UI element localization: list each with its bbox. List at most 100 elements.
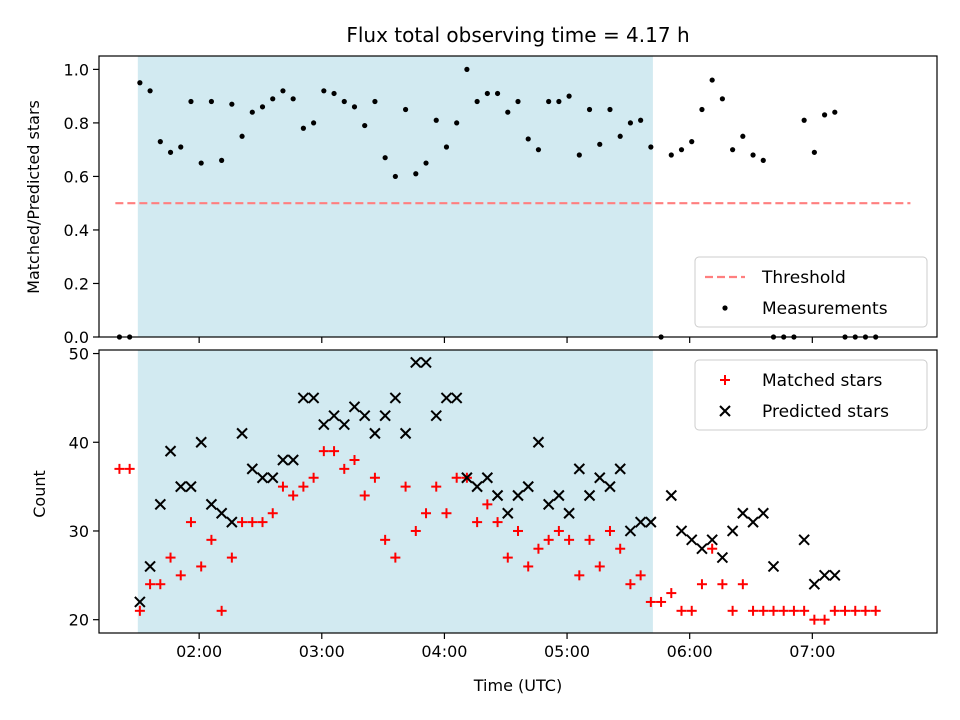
- measurement-point: [311, 120, 317, 126]
- predicted-star-point: [430, 409, 442, 422]
- measurement-point: [484, 90, 490, 97]
- x-tick-label: 04:00: [421, 642, 467, 661]
- predicted-star-point: [410, 356, 422, 369]
- matched-star-point: [216, 605, 227, 616]
- matched-star-point: [676, 605, 687, 616]
- matched-star-point: [727, 605, 738, 616]
- predicted-star-point: [808, 578, 821, 590]
- measurement-point: [719, 96, 725, 102]
- y-tick-label: 0.6: [64, 167, 89, 186]
- measurement-point: [617, 133, 623, 139]
- legend-label: Predicted stars: [762, 402, 889, 422]
- predicted-star-point: [195, 436, 207, 448]
- matched-star-point: [799, 605, 810, 616]
- predicted-star-point: [716, 551, 729, 564]
- measurement-point: [597, 141, 603, 147]
- predicted-star-point: [583, 489, 596, 502]
- predicted-star-point: [389, 392, 402, 404]
- measurement-point: [167, 149, 174, 155]
- measurement-point: [372, 98, 378, 105]
- matched-star-point: [686, 605, 697, 616]
- matched-star-point: [431, 481, 442, 492]
- predicted-star-point: [818, 569, 831, 582]
- matched-star-point: [860, 605, 871, 616]
- measurement-point: [494, 90, 501, 97]
- measurement-point: [402, 106, 409, 113]
- predicted-star-point: [512, 489, 524, 502]
- matched-star-point: [124, 463, 135, 474]
- matched-star-point: [829, 605, 840, 616]
- measurement-point: [546, 98, 552, 105]
- measurement-point: [668, 152, 674, 158]
- measurement-point: [515, 98, 521, 105]
- predicted-star-point: [767, 560, 780, 573]
- y-tick-label: 1.0: [64, 60, 89, 79]
- legend-box: [694, 359, 928, 431]
- matched-star-point: [267, 508, 278, 519]
- matched-star-point: [277, 481, 288, 492]
- measurement-point: [259, 104, 266, 110]
- legend-label: Measurements: [762, 299, 888, 319]
- predicted-star-point: [594, 472, 606, 484]
- chart-title: Flux total observing time = 4.17 h: [346, 23, 689, 47]
- predicted-star-point: [522, 480, 534, 493]
- predicted-star-point: [318, 418, 330, 431]
- plot-frame: [98, 55, 938, 338]
- predicted-star-point: [645, 516, 657, 528]
- measurement-point: [219, 157, 225, 163]
- x-tick-label: 07:00: [789, 642, 835, 661]
- predicted-star-point: [420, 356, 432, 369]
- predicted-star-point: [563, 507, 575, 519]
- predicted-star-point: [215, 507, 228, 519]
- matched-star-point: [625, 579, 636, 590]
- matched-star-point: [441, 508, 452, 519]
- matched-star-point: [809, 614, 820, 625]
- matched-star-point: [635, 570, 646, 581]
- matched-star-point: [604, 525, 615, 536]
- predicted-star-point: [440, 392, 453, 404]
- measurement-point: [321, 88, 327, 94]
- predicted-star-point: [144, 560, 156, 573]
- matched-star-point: [226, 552, 237, 563]
- predicted-star-point: [553, 489, 565, 502]
- predicted-star-point: [134, 596, 146, 608]
- predicted-star-point: [604, 480, 616, 493]
- predicted-star-point: [164, 445, 177, 457]
- measurement-point: [382, 155, 388, 161]
- matched-star-point: [553, 525, 564, 536]
- predicted-star-point: [246, 463, 258, 475]
- predicted-star-point: [236, 427, 248, 440]
- matched-star-point: [564, 534, 575, 545]
- predicted-star-point: [634, 516, 647, 528]
- matched-star-point: [410, 525, 421, 536]
- x-tick-label: 03:00: [299, 642, 345, 661]
- measurement-point: [270, 96, 276, 102]
- measurement-point: [689, 139, 695, 145]
- predicted-star-point: [471, 480, 483, 493]
- measurement-point: [678, 147, 685, 153]
- measurement-point: [535, 147, 542, 153]
- matched-star-point: [472, 517, 483, 528]
- measurement-point: [300, 125, 306, 131]
- matched-star-point: [114, 463, 125, 474]
- predicted-star-point: [338, 418, 350, 431]
- measurement-point: [638, 117, 644, 123]
- matched-star-point: [594, 561, 605, 572]
- predicted-star-point: [696, 543, 708, 555]
- predicted-star-point: [256, 472, 269, 484]
- measurement-point: [290, 96, 296, 102]
- matched-star-point: [400, 481, 411, 492]
- matched-star-point: [574, 570, 585, 581]
- measurement-point: [586, 106, 593, 113]
- matched-star-point: [380, 534, 391, 545]
- measurement-point: [351, 104, 358, 110]
- predicted-star-point: [359, 409, 371, 422]
- matched-star-point: [778, 605, 789, 616]
- predicted-star-point: [307, 392, 320, 404]
- matched-star-point: [349, 455, 360, 466]
- matched-star-point: [788, 605, 799, 616]
- matched-star-point: [185, 517, 196, 528]
- measurement-point: [249, 109, 255, 115]
- matched-star-point: [482, 499, 493, 510]
- matched-star-point: [237, 517, 248, 528]
